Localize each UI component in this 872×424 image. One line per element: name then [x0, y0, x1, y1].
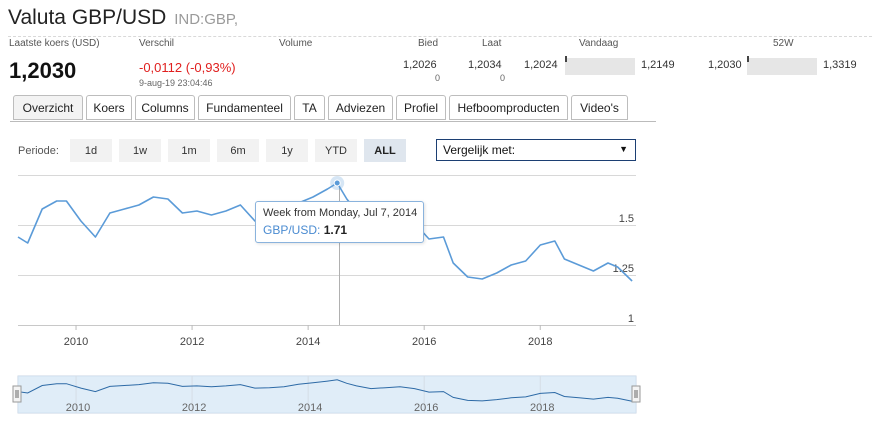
period-1w-button[interactable]: 1w	[119, 139, 161, 162]
tab-profiel[interactable]: Profiel	[396, 95, 446, 120]
left-handle[interactable]	[12, 385, 22, 403]
period-1m-button[interactable]: 1m	[168, 139, 210, 162]
right-handle[interactable]	[631, 385, 641, 403]
section-tabs: Overzicht Koers Columns Fundamenteel TA …	[10, 95, 656, 122]
period-ytd-button[interactable]: YTD	[315, 139, 357, 162]
week52-range-label: 52W	[773, 38, 794, 49]
navigator-tick-label: 2016	[414, 402, 438, 414]
page-title: Valuta GBP/USD IND:GBP,	[8, 6, 238, 30]
instrument-symbol: IND:GBP,	[174, 11, 239, 28]
last-price-label: Laatste koers (USD)	[9, 38, 100, 49]
tab-hefboomproducten[interactable]: Hefboomproducten	[449, 95, 568, 120]
period-all-button[interactable]: ALL	[364, 139, 406, 162]
ask-size: 0	[500, 73, 506, 83]
period-1y-button[interactable]: 1y	[266, 139, 308, 162]
last-price: 1,2030	[9, 58, 77, 83]
period-label: Periode:	[18, 145, 59, 157]
bid-size: 0	[435, 73, 441, 83]
gbpusd-series-line	[17, 182, 633, 282]
navigator-right-handle[interactable]	[631, 385, 641, 403]
tab-fundamenteel[interactable]: Fundamenteel	[198, 95, 291, 120]
navigator-tick-label: 2014	[298, 402, 322, 414]
navigator-tick-label: 2012	[182, 402, 206, 414]
ask-label: Laat	[482, 38, 502, 49]
tab-columns[interactable]: Columns	[135, 95, 195, 120]
hover-marker	[333, 179, 341, 187]
navigator-left-handle[interactable]	[12, 385, 22, 403]
bid-value: 1,2026	[403, 59, 437, 71]
tab-overzicht[interactable]: Overzicht	[13, 95, 83, 120]
chart-tooltip: Week from Monday, Jul 7, 2014 GBP/USD: 1…	[255, 201, 424, 243]
period-6m-button[interactable]: 6m	[217, 139, 259, 162]
x-tick-label: 2010	[64, 336, 88, 348]
today-low: 1,2024	[524, 59, 558, 71]
tab-koers[interactable]: Koers	[86, 95, 132, 120]
compare-select-value: Vergelijk met:	[443, 143, 516, 157]
quote-timestamp: 9-aug-19 23:04:46	[139, 78, 213, 88]
period-1d-button[interactable]: 1d	[70, 139, 112, 162]
today-high: 1,2149	[641, 59, 675, 71]
tab-videos[interactable]: Video's	[571, 95, 628, 120]
price-change: -0,0112 (-0,93%)	[139, 60, 236, 75]
y-tick-label: 1.25	[613, 263, 634, 275]
x-tick-label: 2014	[296, 336, 320, 348]
y-tick-label: 1	[628, 313, 634, 325]
instrument-name: Valuta GBP/USD	[8, 6, 167, 29]
bid-label: Bied	[418, 38, 439, 49]
tab-adviezen[interactable]: Adviezen	[328, 95, 393, 120]
chevron-down-icon: ▼	[619, 144, 628, 154]
x-tick-label: 2016	[412, 336, 436, 348]
chart-gridlines	[18, 175, 636, 326]
week52-range-bar	[747, 56, 817, 75]
tooltip-value-row: GBP/USD: 1.71	[263, 223, 348, 237]
navigator-series-line	[17, 379, 633, 402]
compare-select[interactable]: Vergelijk met: ▼	[436, 139, 636, 161]
week52-high: 1,3319	[823, 59, 857, 71]
change-label: Verschil	[139, 38, 175, 49]
today-range-label: Vandaag	[579, 38, 619, 49]
ask-value: 1,2034	[468, 59, 502, 71]
x-tick-label: 2018	[528, 336, 552, 348]
tooltip-value: 1.71	[323, 223, 348, 237]
quote-divider	[8, 36, 872, 37]
navigator-ticks: 2010 2012 2014 2016 2018	[66, 376, 555, 414]
navigator-selection[interactable]	[18, 376, 636, 413]
x-axis-ticks: 2010 2012 2014 2016 2018	[64, 325, 553, 348]
y-tick-label: 1.5	[619, 213, 634, 225]
navigator-tick-label: 2010	[66, 402, 90, 414]
x-tick-label: 2012	[180, 336, 204, 348]
today-range-bar	[565, 56, 635, 75]
tooltip-series-name: GBP/USD	[263, 223, 318, 237]
y-axis-ticks: 1.5 1.25 1	[613, 213, 634, 325]
navigator-tick-label: 2018	[530, 402, 554, 414]
week52-low: 1,2030	[708, 59, 742, 71]
tooltip-date: Week from Monday, Jul 7, 2014	[263, 207, 418, 219]
volume-label: Volume	[279, 38, 313, 49]
tab-ta[interactable]: TA	[294, 95, 325, 120]
